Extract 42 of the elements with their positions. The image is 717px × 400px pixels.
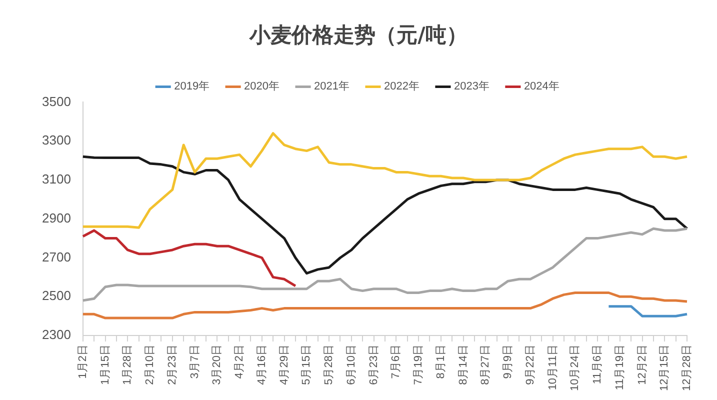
y-tick-label: 2900 bbox=[42, 210, 71, 226]
x-tick-label: 1月2日 bbox=[76, 344, 89, 379]
x-tick-label: 3月7日 bbox=[188, 344, 201, 379]
y-tick-label: 3300 bbox=[42, 132, 71, 148]
x-tick-label: 6月23日 bbox=[368, 344, 380, 385]
x-tick-label: 5月15日 bbox=[300, 344, 313, 385]
x-tick-label: 4月2日 bbox=[234, 344, 246, 379]
x-tick-label: 1月28日 bbox=[122, 344, 134, 385]
y-tick-label: 2500 bbox=[42, 288, 71, 304]
y-tick-label: 2700 bbox=[42, 249, 71, 264]
x-tick-label: 12月15日 bbox=[658, 344, 671, 392]
y-tick-label: 3100 bbox=[42, 172, 71, 187]
x-tick-label: 7月19日 bbox=[412, 344, 425, 385]
y-tick-label: 2300 bbox=[42, 327, 71, 342]
x-tick-label: 8月1日 bbox=[434, 344, 447, 379]
legend-label: 2021年 bbox=[314, 80, 350, 93]
x-tick-label: 2月23日 bbox=[166, 344, 178, 385]
x-tick-label: 11月19日 bbox=[614, 344, 626, 390]
chart-title: 小麦价格走势（元/吨） bbox=[248, 22, 468, 48]
legend-label: 2020年 bbox=[244, 80, 280, 93]
x-tick-label: 10月11日 bbox=[546, 344, 559, 390]
x-tick-label: 4月16日 bbox=[256, 344, 268, 385]
x-tick-label: 8月27日 bbox=[480, 344, 492, 385]
x-tick-label: 8月14日 bbox=[457, 344, 470, 385]
legend-label: 2024年 bbox=[524, 80, 560, 93]
legend-label: 2022年 bbox=[384, 80, 420, 93]
x-tick-label: 6月10日 bbox=[345, 344, 358, 385]
x-tick-label: 4月29日 bbox=[278, 344, 290, 385]
x-tick-label: 12月2日 bbox=[636, 344, 648, 385]
y-tick-label: 3500 bbox=[42, 94, 71, 109]
x-tick-label: 5月28日 bbox=[323, 344, 336, 385]
x-tick-label: 7月6日 bbox=[390, 344, 402, 379]
x-tick-label: 9月22日 bbox=[524, 344, 536, 385]
x-tick-label: 11月6日 bbox=[592, 344, 604, 384]
x-tick-label: 12月28日 bbox=[681, 344, 694, 392]
x-tick-label: 9月9日 bbox=[502, 344, 514, 379]
x-tick-label: 2月10日 bbox=[144, 344, 156, 385]
legend-label: 2023年 bbox=[454, 80, 490, 93]
legend-label: 2019年 bbox=[174, 80, 210, 93]
x-tick-label: 3月20日 bbox=[211, 344, 224, 385]
x-tick-label: 1月15日 bbox=[99, 344, 112, 385]
x-tick-label: 10月24日 bbox=[569, 344, 582, 392]
